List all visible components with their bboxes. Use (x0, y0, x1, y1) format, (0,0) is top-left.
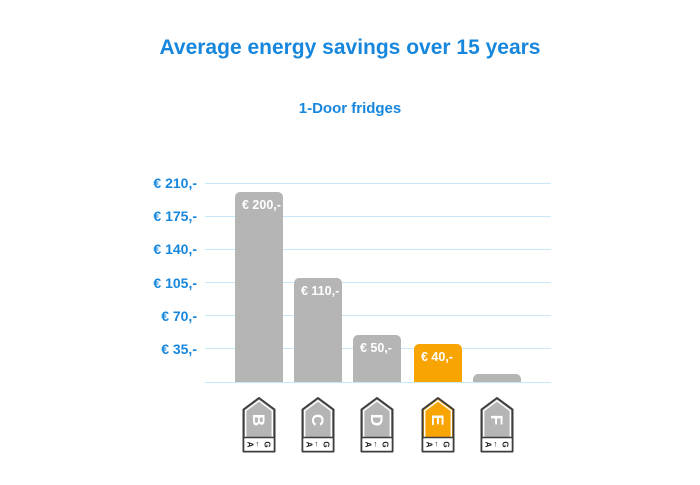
a-to-g-scale-glyph: G (442, 441, 451, 447)
energy-label-C: C A ← G (300, 396, 336, 454)
a-to-g-scale-glyph: A (364, 442, 373, 448)
chart-subtitle: 1-Door fridges (298, 100, 402, 117)
energy-label-icon: F A ← G (480, 397, 514, 453)
bar-C: € 110,- (294, 278, 342, 382)
a-to-g-scale-glyph: G (322, 441, 331, 447)
bar-value-label: € 40,- (421, 350, 453, 364)
energy-label-B: B A ← G (241, 396, 277, 454)
a-to-g-scale-glyph: G (263, 441, 272, 447)
y-tick-label: € 70,- (161, 307, 197, 324)
energy-label-icon: D A ← G (360, 397, 394, 453)
a-to-g-scale-glyph: A (246, 442, 255, 448)
energy-class-letter: B (249, 414, 268, 426)
bar-value-label: € 110,- (301, 284, 340, 298)
x-axis-baseline (205, 381, 551, 383)
chart-title: Average energy savings over 15 years (159, 36, 541, 59)
bar-E: € 40,- (414, 344, 462, 382)
a-to-g-scale-glyph: G (501, 441, 510, 447)
a-to-g-scale-glyph: ← (254, 441, 263, 449)
a-to-g-scale-glyph: A (484, 442, 493, 448)
bar-B: € 200,- (235, 192, 283, 382)
energy-class-letter: F (487, 415, 506, 425)
a-to-g-scale-glyph: ← (492, 441, 501, 449)
y-tick-label: € 35,- (161, 340, 197, 357)
gridline (205, 215, 551, 217)
a-to-g-scale-glyph: ← (313, 441, 322, 449)
bar-D: € 50,- (353, 335, 401, 382)
energy-class-letter: D (367, 414, 386, 426)
y-tick-label: € 105,- (153, 274, 197, 291)
bar-value-label: € 50,- (360, 341, 392, 355)
a-to-g-scale-glyph: ← (372, 441, 381, 449)
energy-label-icon: C A ← G (301, 397, 335, 453)
a-to-g-scale-glyph: ← (433, 441, 442, 449)
a-to-g-scale-glyph: A (425, 442, 434, 448)
energy-label-icon: B A ← G (242, 397, 276, 453)
a-to-g-scale-glyph: A (305, 442, 314, 448)
energy-class-letter: C (308, 414, 327, 426)
bar-F (473, 374, 521, 382)
energy-class-letter: E (428, 414, 447, 425)
energy-label-D: D A ← G (359, 396, 395, 454)
y-tick-label: € 210,- (153, 175, 197, 191)
a-to-g-scale-glyph: G (381, 441, 390, 447)
energy-label-F: F A ← G (479, 396, 515, 454)
gridline (205, 248, 551, 250)
gridline (205, 182, 551, 184)
gridline (205, 282, 551, 283)
energy-label-icon: E A ← G (421, 397, 455, 453)
plot-area: € 200,- € 110,- € 50,- € 40,- (205, 182, 551, 383)
bar-value-label: € 200,- (242, 198, 281, 212)
gridline (205, 315, 551, 317)
y-tick-label: € 175,- (153, 208, 197, 225)
y-tick-label: € 140,- (153, 241, 197, 258)
energy-label-E: E A ← G (420, 396, 456, 454)
